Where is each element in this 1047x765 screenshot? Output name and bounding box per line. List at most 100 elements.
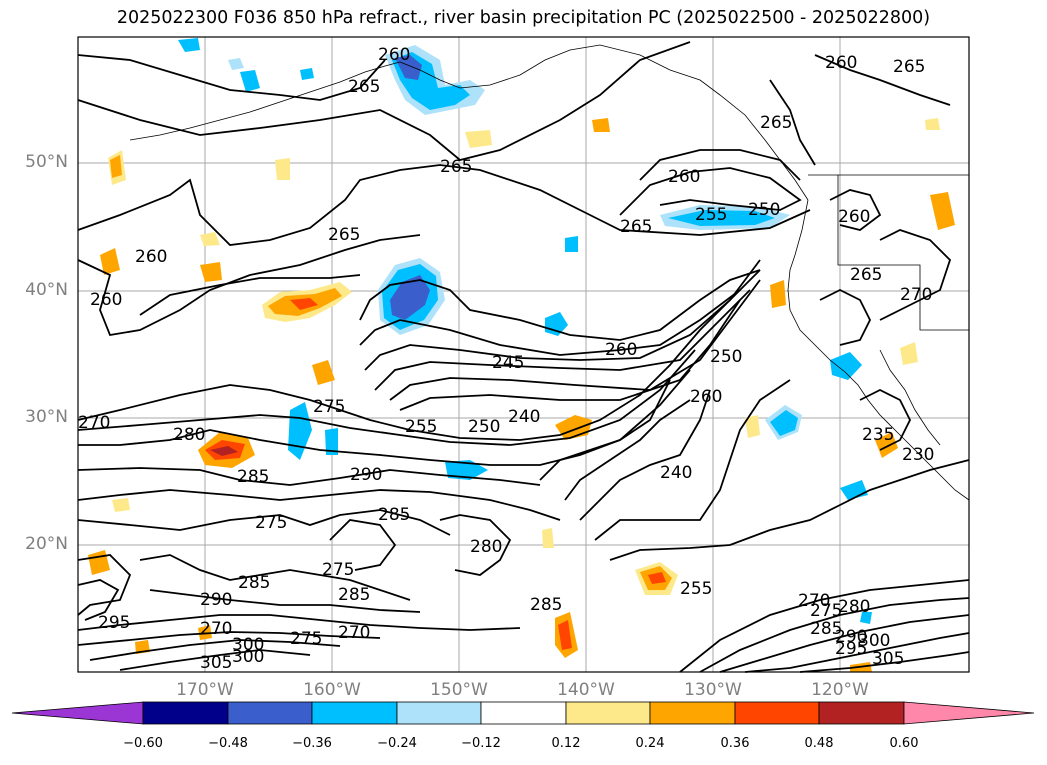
- contour-line: [374, 289, 751, 391]
- precip-patch: [300, 68, 314, 80]
- contour-line: [679, 579, 970, 673]
- contour-line: [744, 632, 970, 673]
- contour-label: 270: [900, 285, 932, 305]
- contour-label: 300: [858, 631, 890, 651]
- precip-patch: [465, 130, 492, 148]
- coastline-baja: [879, 349, 941, 446]
- map-frame: [77, 36, 970, 673]
- colorbar-tick: 0.24: [635, 736, 665, 751]
- contour-label: 290: [350, 465, 382, 485]
- precip-patch: [592, 118, 610, 132]
- contour-label: 275: [313, 397, 345, 417]
- contour-labels: 260 265 265 260 265 260 260 265 265 260 …: [78, 45, 934, 673]
- contour-line: [89, 639, 341, 661]
- contour-line: [149, 589, 421, 613]
- lon-label: 120°W: [811, 680, 869, 700]
- colorbar-tick: −0.12: [461, 736, 501, 751]
- contour-line: [77, 269, 761, 441]
- contour-line: [564, 399, 691, 501]
- contour-label: 270: [798, 591, 830, 611]
- contour-line: [829, 189, 882, 231]
- contour-label: 260: [90, 290, 122, 310]
- contour-label: 280: [470, 537, 502, 557]
- lon-label: 160°W: [303, 680, 361, 700]
- contour-label: 275: [810, 601, 842, 621]
- colorbar-segment: [818, 701, 905, 725]
- contour-label: 270: [200, 619, 232, 639]
- precip-patch: [325, 428, 338, 455]
- contour-label: 260: [825, 53, 857, 73]
- precip-patch: [178, 38, 200, 52]
- contour-label: 250: [468, 417, 500, 437]
- contour-line: [819, 288, 872, 346]
- contour-line: [77, 579, 120, 621]
- contour-line: [77, 234, 421, 337]
- colorbar-extend-low: [11, 701, 144, 725]
- lat-label: 40°N: [25, 280, 68, 300]
- colorbar-tick: 0.48: [804, 736, 834, 751]
- contour-line: [639, 149, 801, 181]
- contour-label: 260: [838, 207, 870, 227]
- precip-patch: [925, 118, 940, 130]
- map-title: 2025022300 F036 850 hPa refract., river …: [116, 8, 931, 28]
- precip-patch: [200, 232, 220, 246]
- contour-label: 265: [850, 265, 882, 285]
- border-states: [837, 175, 969, 331]
- lon-label: 150°W: [430, 680, 488, 700]
- precip-patch: [558, 620, 572, 650]
- contour-label: 290: [200, 590, 232, 610]
- precip-patch: [830, 352, 862, 380]
- contour-label: 240: [660, 463, 692, 483]
- colorbar-segment: [649, 701, 736, 725]
- contour-line: [77, 614, 521, 631]
- colorbar-tick: 0.12: [551, 736, 581, 751]
- contour-label: 260: [668, 167, 700, 187]
- contour-label: 280: [173, 425, 205, 445]
- precip-patch: [668, 210, 775, 226]
- contour-line: [77, 509, 451, 536]
- contour-label: 305: [200, 653, 232, 673]
- contour-line: [879, 229, 952, 321]
- contour-line: [399, 299, 741, 411]
- contour-label: 275: [255, 513, 287, 533]
- contour-line: [859, 388, 912, 451]
- contour-line: [814, 54, 951, 106]
- contour-label: 255: [680, 579, 712, 599]
- precip-patch: [648, 572, 666, 584]
- contour-line: [359, 289, 741, 356]
- colorbar-tick: −0.60: [123, 736, 163, 751]
- precip-patch: [200, 262, 222, 282]
- precip-patch: [542, 528, 554, 548]
- precip-patch: [275, 158, 290, 180]
- contour-label: 250: [710, 347, 742, 367]
- precip-patch: [745, 415, 760, 438]
- colorbar-segment: [480, 701, 567, 725]
- colorbar-segment: [565, 701, 651, 725]
- contour-line: [139, 554, 411, 601]
- contour-label: 230: [902, 445, 934, 465]
- contour-label: 250: [748, 200, 780, 220]
- contour-label: 255: [695, 205, 727, 225]
- contour-line: [769, 79, 816, 166]
- contour-label: 285: [378, 505, 410, 525]
- contour-label: 270: [78, 413, 110, 433]
- colorbar: [11, 701, 1035, 725]
- contour-label: 245: [492, 353, 524, 373]
- contour-label: 300: [232, 647, 264, 667]
- contour-label: 285: [338, 585, 370, 605]
- contour-label: 265: [440, 157, 472, 177]
- contour-label: 240: [508, 407, 540, 427]
- contour-line: [594, 379, 791, 541]
- precip-patch: [770, 280, 786, 308]
- contour-label: 290: [835, 627, 867, 647]
- colorbar-tick: 0.60: [889, 736, 919, 751]
- contour-label: 275: [290, 629, 322, 649]
- precip-patch: [900, 342, 918, 365]
- contour-label: 265: [348, 77, 380, 97]
- contour-label: 260: [690, 387, 722, 407]
- precip-patch: [860, 612, 872, 624]
- contour-line: [77, 164, 811, 246]
- contour-label: 270: [338, 623, 370, 643]
- colorbar-segment: [396, 701, 482, 725]
